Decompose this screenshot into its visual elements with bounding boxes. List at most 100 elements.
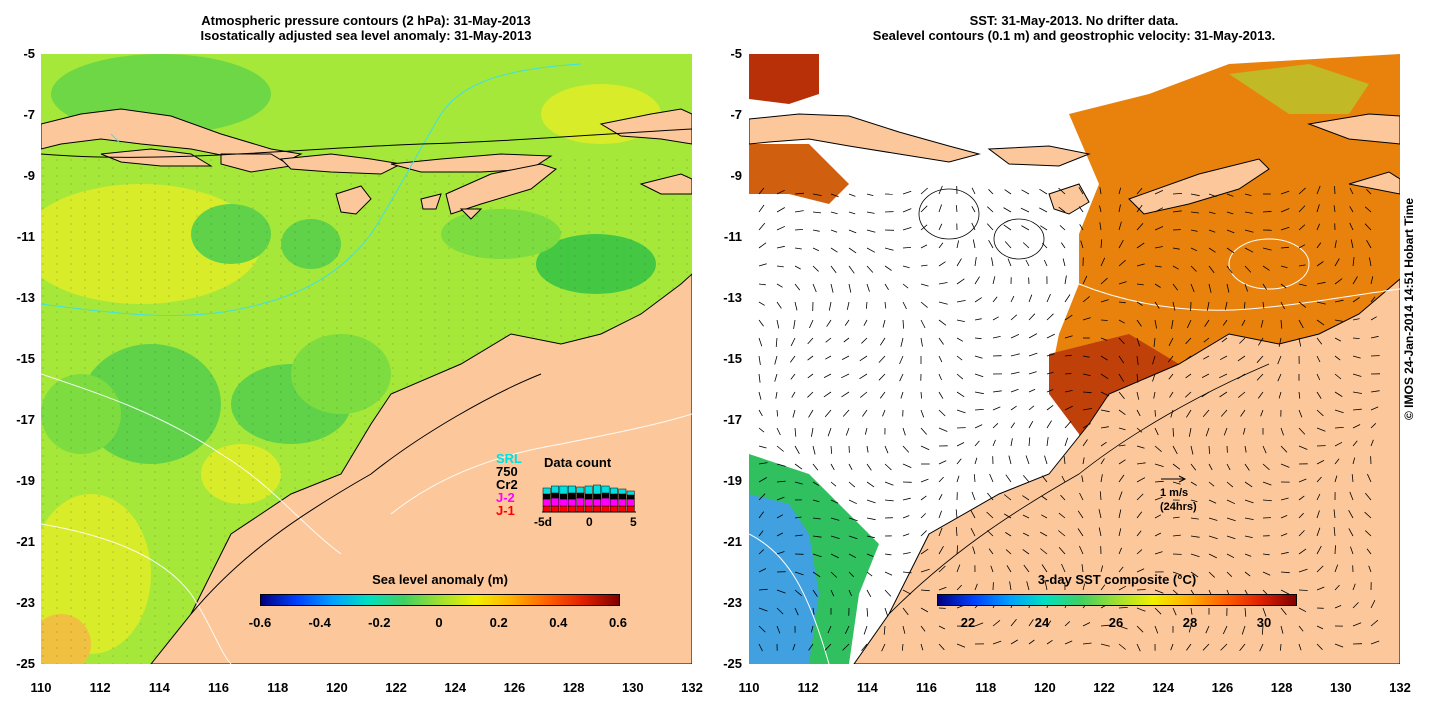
velocity-arrow: [956, 545, 959, 555]
velocity-arrow: [1219, 355, 1228, 361]
data-count-bar: [626, 505, 635, 513]
x-tick-label: 112: [89, 680, 111, 695]
velocity-arrow: [884, 589, 892, 597]
data-count-bar: [567, 485, 576, 494]
velocity-arrow: [1241, 319, 1246, 326]
y-tick-label: -7: [730, 107, 742, 122]
velocity-arrow: [973, 474, 976, 483]
velocity-scale-arrow: [1161, 475, 1187, 483]
velocity-arrow: [1100, 565, 1104, 573]
y-tick-label: -5: [730, 46, 742, 61]
velocity-arrow: [1349, 206, 1354, 213]
velocity-arrow: [1349, 491, 1354, 501]
sst-colorbar-tick: 28: [1182, 615, 1198, 630]
velocity-arrow: [758, 391, 762, 400]
velocity-arrow: [1186, 643, 1192, 651]
velocity-arrow: [1136, 511, 1143, 519]
cyan-track-lines: [41, 63, 582, 317]
x-tick-label: 126: [503, 680, 526, 695]
velocity-arrow: [902, 625, 906, 634]
velocity-arrow: [992, 390, 1002, 393]
velocity-arrow: [1118, 444, 1126, 447]
velocity-arrow: [992, 439, 996, 447]
velocity-arrow: [1219, 391, 1228, 398]
velocity-arrow: [1334, 427, 1344, 429]
velocity-arrow: [1226, 211, 1234, 215]
velocity-arrow: [1280, 497, 1289, 501]
data-count-bar: [576, 505, 585, 513]
velocity-arrow: [794, 516, 802, 519]
velocity-arrow: [1003, 494, 1012, 501]
velocity-arrow: [776, 409, 778, 417]
velocity-arrow: [1370, 406, 1379, 411]
velocity-arrow: [1280, 533, 1288, 537]
velocity-arrow: [1316, 409, 1324, 417]
velocity-arrow: [938, 337, 944, 345]
velocity-arrow: [1352, 440, 1358, 447]
velocity-arrow: [794, 229, 804, 231]
velocity-arrow: [841, 391, 850, 398]
data-count-bar: [576, 492, 585, 499]
velocity-arrow: [1136, 549, 1143, 555]
x-tick-label: 128: [1270, 680, 1293, 695]
velocity-arrow: [884, 571, 893, 576]
velocity-arrow: [1082, 423, 1091, 429]
velocity-arrow: [830, 553, 839, 559]
velocity-arrow: [1185, 373, 1192, 379]
velocity-arrow: [920, 264, 928, 267]
velocity-arrow: [938, 409, 946, 417]
velocity-arrow: [1172, 516, 1180, 519]
sst-colorbar-tick: 24: [1034, 615, 1050, 630]
x-tick-label: 122: [1093, 680, 1115, 695]
velocity-arrow: [1064, 294, 1071, 303]
velocity-arrow: [1010, 438, 1013, 447]
satellite-label: SRL: [496, 451, 522, 466]
velocity-arrow: [1154, 226, 1164, 231]
velocity-arrow: [938, 319, 947, 326]
velocity-arrow: [1298, 625, 1304, 632]
velocity-arrow: [758, 625, 766, 633]
velocity-arrow: [794, 283, 801, 291]
sst-colorbar-tick: 30: [1256, 615, 1272, 630]
data-count-bar: [559, 493, 568, 500]
velocity-arrow: [974, 297, 982, 303]
velocity-arrow: [1190, 499, 1198, 503]
velocity-arrow: [1298, 187, 1306, 195]
velocity-arrow: [1063, 456, 1066, 465]
data-count-bar: [626, 498, 635, 507]
velocity-arrow: [902, 265, 910, 269]
velocity-arrow: [826, 319, 832, 327]
velocity-arrow: [1100, 373, 1109, 380]
velocity-arrow: [776, 607, 784, 615]
velocity-arrow: [1280, 319, 1283, 329]
velocity-arrow: [1280, 283, 1287, 289]
velocity-arrow: [987, 206, 994, 213]
velocity-arrow: [1003, 224, 1012, 231]
data-count-bar: [609, 505, 618, 513]
velocity-arrow: [1064, 275, 1067, 285]
velocity-arrow: [1333, 509, 1336, 519]
velocity-arrow: [1370, 619, 1379, 627]
velocity-arrow: [901, 643, 904, 651]
velocity-arrow: [938, 494, 943, 501]
velocity-arrow: [1350, 546, 1354, 555]
velocity-arrow: [1136, 477, 1146, 483]
velocity-arrow: [1170, 409, 1174, 418]
velocity-arrow: [1262, 553, 1270, 556]
velocity-arrow: [1259, 643, 1264, 652]
velocity-arrow: [1334, 258, 1340, 267]
velocity-arrow: [1118, 281, 1127, 285]
velocity-arrow: [1009, 581, 1012, 591]
velocity-arrow: [938, 527, 943, 537]
velocity-arrow: [1154, 480, 1164, 483]
velocity-arrow: [1349, 187, 1354, 195]
velocity-arrow: [1370, 390, 1380, 393]
velocity-arrow: [1010, 405, 1017, 411]
velocity-arrow: [812, 265, 819, 272]
velocity-arrow: [1100, 458, 1105, 465]
velocity-arrow: [848, 247, 857, 254]
velocity-arrow: [1154, 301, 1160, 309]
velocity-arrow: [956, 355, 963, 361]
velocity-arrow: [793, 319, 796, 329]
velocity-arrow: [1064, 405, 1073, 411]
